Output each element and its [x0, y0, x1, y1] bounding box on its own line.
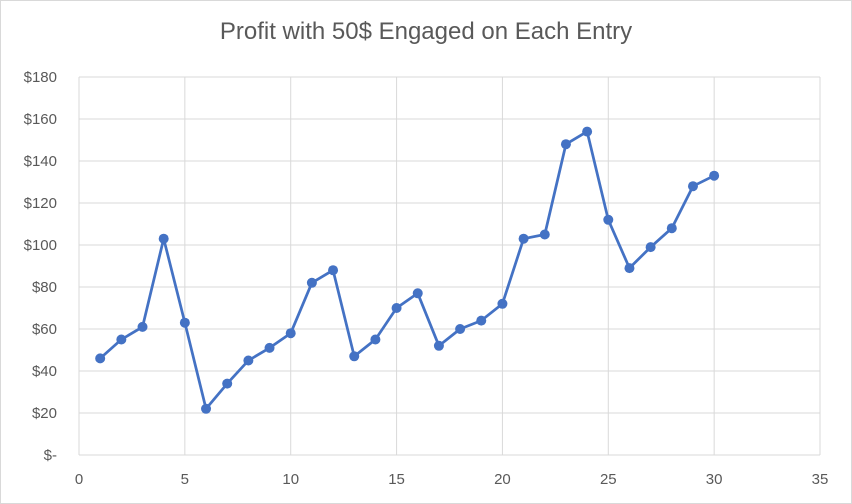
x-tick-label: 10 [282, 471, 299, 488]
series-line [99, 130, 715, 411]
data-point [137, 321, 148, 332]
x-tick-label: 15 [388, 471, 405, 488]
y-tick-label: $40 [32, 363, 57, 380]
data-point [116, 334, 127, 345]
y-tick-label: $140 [24, 153, 57, 170]
data-point [603, 214, 614, 225]
x-tick-label: 25 [600, 471, 617, 488]
data-point [370, 334, 381, 345]
x-tick-label: 0 [75, 471, 83, 488]
data-point [328, 265, 339, 276]
data-point [264, 342, 275, 353]
y-tick-label: $20 [32, 405, 57, 422]
data-point [222, 378, 233, 389]
y-tick-label: $- [44, 447, 57, 464]
series-group [95, 126, 720, 414]
y-tick-label: $120 [24, 195, 57, 212]
data-point [624, 263, 635, 274]
x-tick-label: 20 [494, 471, 511, 488]
data-point [476, 315, 487, 326]
data-point [645, 242, 656, 253]
data-point [687, 181, 698, 192]
data-point [497, 298, 508, 309]
data-point [518, 233, 529, 244]
data-point [539, 229, 550, 240]
data-point [560, 139, 571, 150]
gridlines [78, 76, 821, 456]
data-point [709, 170, 720, 181]
data-point [455, 324, 466, 334]
data-point [349, 351, 360, 362]
chart-title: Profit with 50$ Engaged on Each Entry [219, 18, 633, 45]
data-point [95, 353, 106, 364]
x-tick-label: 5 [181, 471, 189, 488]
y-tick-label: $100 [24, 237, 57, 254]
data-point [158, 233, 169, 244]
y-tick-label: $60 [32, 321, 57, 338]
data-point [201, 403, 212, 414]
x-tick-label: 30 [706, 471, 723, 488]
data-point [179, 317, 190, 328]
data-point [433, 340, 444, 351]
data-point [306, 277, 317, 288]
data-point [582, 126, 593, 137]
data-point [285, 328, 296, 339]
x-axis-ticks: 0 5 10 15 20 25 30 35 [75, 471, 829, 488]
y-tick-label: $160 [24, 111, 57, 128]
x-tick-label: 35 [812, 471, 829, 488]
data-point [412, 288, 423, 299]
data-point [391, 303, 402, 313]
y-axis-ticks: $- $20 $40 $60 $80 $100 $120 $140 $160 $180 [24, 69, 57, 464]
y-tick-label: $80 [32, 279, 57, 296]
y-tick-label: $180 [24, 69, 57, 86]
data-point [666, 223, 677, 234]
data-point [243, 355, 254, 366]
